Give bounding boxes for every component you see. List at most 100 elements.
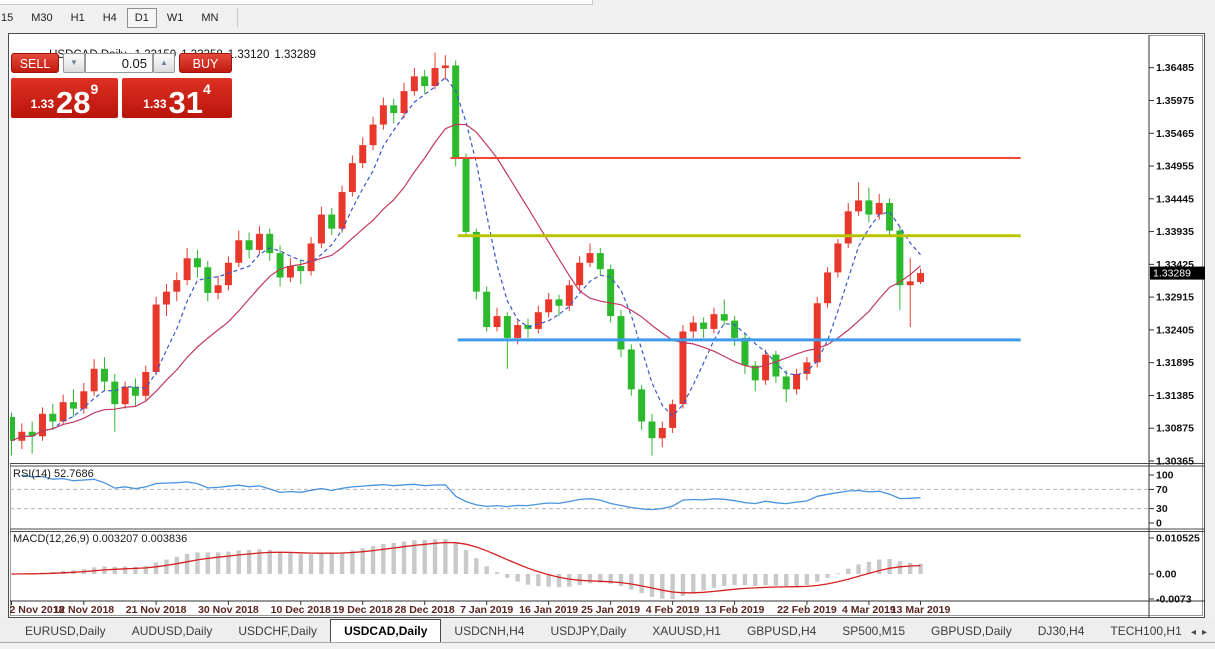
candle-body [472,231,480,292]
timeframe-button-w1[interactable]: W1 [166,11,184,24]
timeframe-button-m30[interactable]: M30 [31,11,53,24]
timeframe-button-d1[interactable]: D1 [126,7,157,28]
candle-body [111,381,119,405]
symbol-tab-dj30-h4[interactable]: DJ30,H4 [1037,624,1085,638]
price-tick-label: 1.34445 [1156,193,1194,205]
candle-body [28,431,36,437]
candle-body [565,285,573,306]
chart-window: 1.36485 1.35975 1.35465 1.34955 1.34445 1.339… [8,33,1205,618]
volume-increase-button[interactable]: ▲ [153,53,175,73]
rsi-tick-label: 30 [1156,503,1168,515]
volume-decrease-button[interactable]: ▼ [63,53,85,73]
macd-tick-label: 0.010525 [1156,532,1200,544]
candle-body [390,105,398,114]
macd-histogram-bar [236,550,241,574]
macd-histogram-bar [680,574,686,596]
ma-13-line [11,123,921,442]
macd-histogram-bar [887,559,892,574]
candle-body [276,253,284,278]
candle-body [38,413,46,437]
candle-body [917,273,925,283]
price-tick-label: 1.36485 [1156,62,1194,74]
timeframe-button-mn[interactable]: MN [201,11,219,24]
price-tick-label: 1.32405 [1156,324,1194,336]
symbol-tab-usdcnh-h4[interactable]: USDCNH,H4 [454,624,525,638]
macd-histogram-bar [184,553,190,574]
macd-histogram-bar [339,552,345,574]
candle-body [142,371,150,396]
candle-body [266,233,274,254]
date-tick-label: 12 Nov 2018 [53,604,114,616]
macd-histogram-bar [763,574,768,586]
macd-histogram-bar [257,549,262,574]
price-tick-label: 1.35465 [1156,128,1194,140]
macd-histogram-bar [846,568,851,574]
candle-body [173,280,181,292]
symbol-tab-xauusd-h1[interactable]: XAUUSD,H1 [652,624,721,638]
macd-histogram-bar [122,566,128,574]
macd-histogram-bar [897,561,903,574]
candle-body [317,214,325,244]
macd-histogram-bar [112,566,117,574]
candle-body [80,391,88,409]
candle-body [762,354,770,381]
volume-input[interactable] [85,53,153,73]
macd-histogram-bar [784,574,789,587]
timeframe-button-15[interactable]: 15 [1,11,14,24]
macd-histogram-bar [370,546,376,574]
candle-body [379,105,387,125]
tab-scroll-left-button[interactable]: ◂ [1190,627,1196,638]
macd-histogram-bar [195,552,200,574]
current-price-tag [1150,266,1205,280]
candle-body [720,314,728,321]
candle-body [462,157,470,232]
macd-histogram-bar [732,574,737,585]
macd-histogram-bar [494,572,500,574]
symbol-tab-eurusd-daily[interactable]: EURUSD,Daily [25,624,106,638]
trade-controls-row: SELL ▼ ▲ BUY [11,53,233,74]
symbol-tab-gbpusd-daily[interactable]: GBPUSD,Daily [931,624,1012,638]
tab-scroll-right-button[interactable]: ▸ [1201,627,1207,638]
symbol-tab-usdjpy-daily[interactable]: USDJPY,Daily [550,624,627,638]
macd-histogram-bar [825,574,830,578]
candle-body [348,163,356,193]
macd-histogram-bar [319,553,324,574]
candle-body [59,402,67,422]
macd-histogram-bar [432,539,438,574]
symbol-tab-usdcad-daily[interactable]: USDCAD,Daily [330,619,442,642]
candle-body [534,312,542,329]
candle-body [555,299,563,306]
candle-body [607,269,615,317]
rsi-tick-label: 0 [1156,518,1162,530]
timeframe-button-h1[interactable]: H1 [70,11,85,24]
candle-body [400,91,408,114]
date-tick-label: 2 Nov 2018 [10,604,65,616]
macd-histogram-bar [133,566,138,574]
macd-histogram-bar [660,574,665,599]
candle-body [648,421,656,439]
macd-tick-label: 0.00 [1156,569,1177,581]
macd-histogram-bar [598,574,603,583]
symbol-tab-audusd-daily[interactable]: AUDUSD,Daily [131,624,213,638]
macd-histogram-bar [164,559,169,574]
date-tick-label: 10 Dec 2018 [271,604,331,616]
timeframe-button-h4[interactable]: H4 [102,11,117,24]
symbol-tab-gbpusd-h4[interactable]: GBPUSD,H4 [746,624,817,638]
buy-big-figure: 1.33 [143,97,167,111]
candle-body [121,386,129,405]
sell-price-box[interactable]: 1.33 28 9 [11,78,118,118]
macd-histogram-bar [711,574,717,588]
rsi-indicator-label: RSI(14) 52.7686 [13,468,94,480]
sell-button[interactable]: SELL [11,53,59,73]
macd-histogram-bar [277,551,283,574]
sell-pipette: 9 [90,81,99,97]
candle-body [162,291,170,305]
symbol-tab-usdchf-daily[interactable]: USDCHF,Daily [238,624,318,638]
symbol-tab-sp500-m15[interactable]: SP500,M15 [842,624,906,638]
symbol-tab-tech100-h1[interactable]: TECH100,H1 [1110,624,1182,638]
buy-button[interactable]: BUY [179,53,232,73]
macd-histogram-bar [412,540,417,574]
macd-histogram-bar [556,574,562,588]
date-tick-label: 28 Dec 2018 [395,604,455,616]
buy-price-box[interactable]: 1.33 31 4 [122,78,232,118]
